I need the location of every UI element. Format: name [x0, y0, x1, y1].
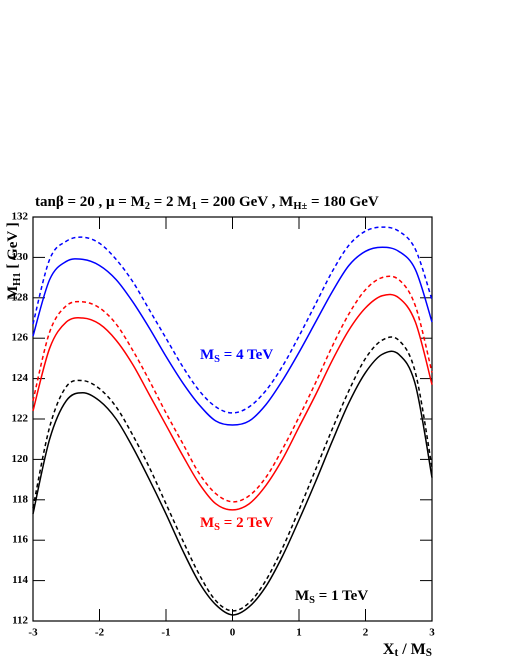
annotation-part: = 1 TeV — [315, 588, 368, 604]
x-tick-label: -2 — [95, 627, 105, 639]
y-tick-label: 116 — [12, 534, 28, 546]
x-axis-label-part: t — [394, 647, 398, 659]
y-tick-label: 130 — [12, 251, 29, 263]
y-tick-label: 128 — [12, 291, 29, 303]
annotation: MS = 1 TeV — [295, 588, 368, 605]
chart-title-part: tanβ = 20 , μ = M — [35, 194, 145, 210]
x-axis-label: Xt / MS — [383, 641, 432, 659]
y-tick-label: 118 — [12, 493, 28, 505]
y-tick-label: 112 — [12, 615, 28, 627]
y-tick-label: 126 — [12, 332, 29, 344]
x-tick-label: 2 — [363, 627, 369, 639]
chart-title-part: = 200 GeV , M — [197, 194, 294, 210]
x-axis-label-part: / M — [398, 641, 426, 658]
x-tick-label: 0 — [230, 627, 236, 639]
x-tick-label: 1 — [296, 627, 302, 639]
curve — [32, 275, 433, 503]
chart-title-part: 1 — [191, 201, 196, 212]
y-tick-label: 114 — [12, 574, 28, 586]
annotation-part: S — [309, 595, 315, 606]
y-axis-label: MH1 [ GeV ] — [5, 222, 22, 300]
y-axis-label-part: [ GeV ] — [5, 222, 21, 272]
annotation-part: M — [200, 515, 214, 531]
annotation: MS = 4 TeV — [200, 347, 273, 364]
chart-title-part: 2 — [145, 201, 150, 212]
y-axis-label-part: H1 — [12, 272, 23, 285]
x-tick-label: 3 — [429, 627, 435, 639]
annotation-part: = 2 TeV — [220, 515, 273, 531]
chart-title-part: H± — [293, 201, 307, 212]
chart-title-part: = 2 M — [150, 194, 191, 210]
y-tick-label: 120 — [12, 453, 29, 465]
y-tick-label: 122 — [12, 413, 29, 425]
curve — [32, 226, 433, 414]
annotation-part: S — [214, 522, 220, 533]
x-tick-label: -3 — [28, 627, 38, 639]
curve — [32, 350, 433, 616]
y-tick-label: 124 — [12, 372, 29, 384]
chart-title-part: = 180 GeV — [307, 194, 379, 210]
annotation: MS = 2 TeV — [200, 515, 273, 532]
x-tick-label: -1 — [161, 627, 170, 639]
annotation-part: M — [200, 347, 214, 363]
x-axis-label-part: S — [426, 647, 432, 659]
annotation-part: M — [295, 588, 309, 604]
curve — [32, 336, 433, 612]
chart-title: tanβ = 20 , μ = M2 = 2 M1 = 200 GeV , MH… — [35, 194, 379, 211]
annotation-part: S — [214, 354, 220, 365]
curve — [32, 246, 433, 426]
plot-frame — [32, 216, 433, 622]
y-axis-label-part: M — [5, 286, 21, 300]
x-axis-label-part: X — [383, 641, 395, 658]
y-tick-label: 132 — [12, 211, 29, 223]
curve — [32, 293, 433, 511]
annotation-part: = 4 TeV — [220, 347, 273, 363]
